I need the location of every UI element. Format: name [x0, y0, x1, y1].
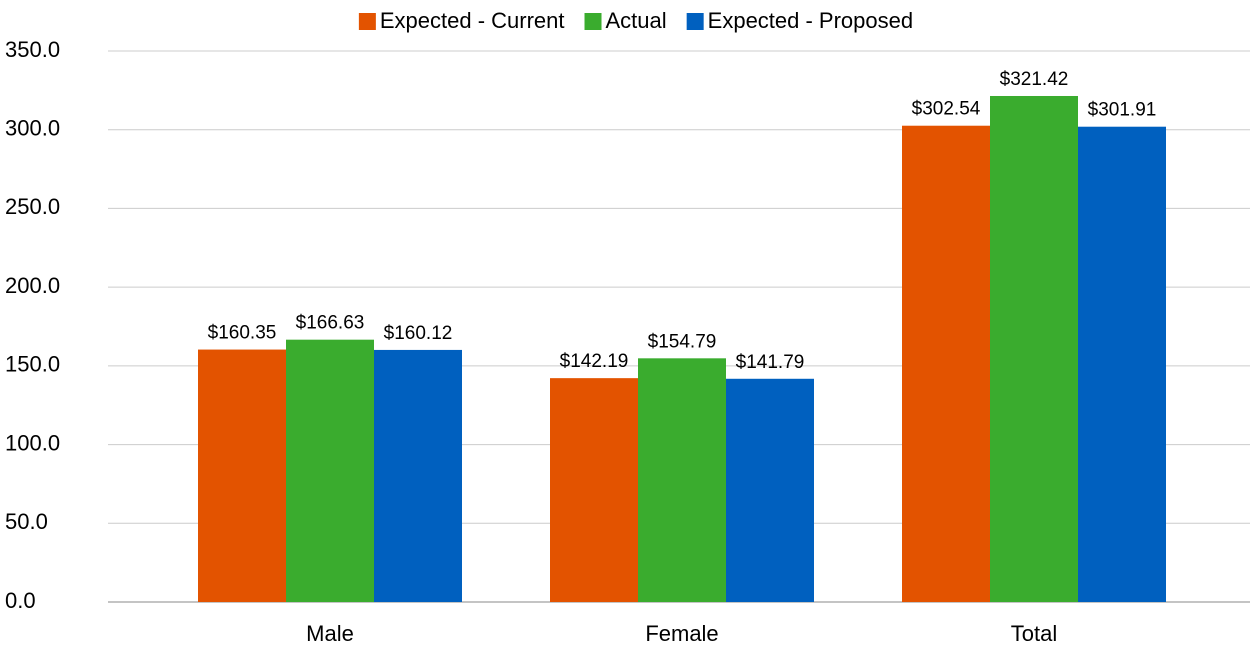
y-tick-label: 200.0 — [5, 273, 60, 298]
y-tick-label: 0.0 — [5, 588, 36, 613]
y-tick-label: 150.0 — [5, 352, 60, 377]
data-label: $166.63 — [296, 313, 365, 334]
legend-label: Actual — [606, 8, 667, 33]
data-label: $301.91 — [1088, 100, 1157, 121]
y-tick-label: 250.0 — [5, 194, 60, 219]
y-tick-label: 300.0 — [5, 116, 60, 141]
bar — [990, 95, 1078, 602]
bar — [198, 349, 286, 602]
legend-swatch — [358, 13, 376, 30]
legend-label: Expected - Proposed — [708, 8, 913, 33]
data-label: $160.12 — [384, 323, 453, 344]
data-label: $302.54 — [912, 99, 981, 120]
data-label: $141.79 — [736, 352, 805, 373]
data-label: $142.19 — [560, 351, 629, 372]
data-label: $321.42 — [1000, 69, 1069, 90]
legend-swatch — [584, 13, 602, 30]
bar — [374, 349, 462, 602]
y-tick-label: 100.0 — [5, 430, 60, 455]
x-tick-label: Male — [306, 621, 354, 646]
bar — [902, 125, 990, 602]
bar — [286, 339, 374, 602]
bar — [550, 378, 638, 602]
data-label: $160.35 — [208, 323, 277, 344]
data-label: $154.79 — [648, 331, 717, 352]
legend-label: Expected - Current — [380, 8, 565, 33]
y-tick-label: 50.0 — [5, 509, 48, 534]
x-tick-label: Total — [1011, 621, 1057, 646]
bar — [726, 378, 814, 602]
x-tick-label: Female — [645, 621, 718, 646]
y-tick-label: 350.0 — [5, 37, 60, 62]
legend-swatch — [686, 13, 704, 30]
bar — [638, 358, 726, 602]
bar — [1078, 126, 1166, 602]
